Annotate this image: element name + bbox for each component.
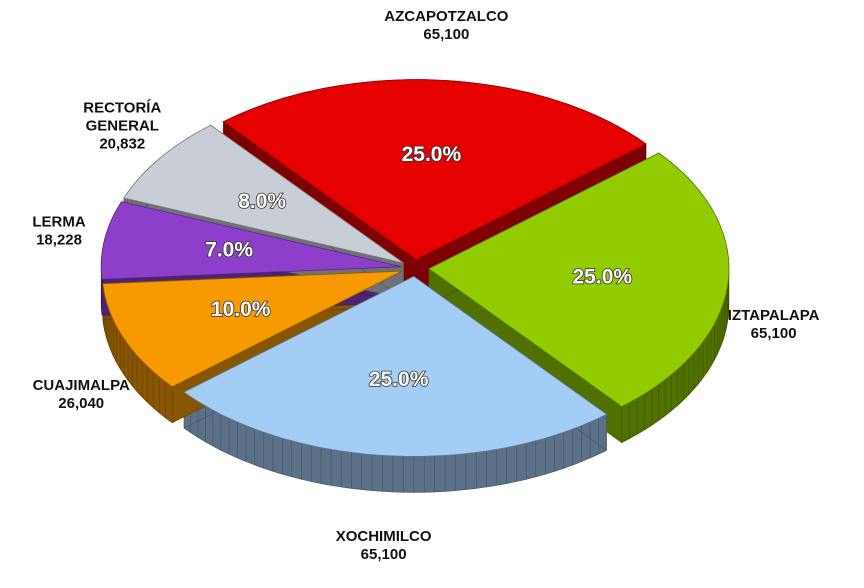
percent-label: 25.0% <box>573 265 633 288</box>
percent-label: 8.0% <box>238 190 286 213</box>
value-label: 26,040 <box>58 395 104 412</box>
slice <box>123 124 404 264</box>
category-label: IZTAPALAPA <box>728 307 820 324</box>
value-label: 18,228 <box>36 232 82 249</box>
category-label: CUAJIMALPA <box>33 377 130 394</box>
value-label: 65,100 <box>751 325 797 342</box>
slice <box>100 201 402 280</box>
percent-label: 25.0% <box>402 143 462 166</box>
value-label: 20,832 <box>99 136 145 153</box>
percent-label: 25.0% <box>369 368 429 391</box>
category-label: AZCAPOTZALCO <box>384 8 508 25</box>
slice <box>102 270 403 388</box>
category-label: XOCHIMILCO <box>336 528 432 545</box>
percent-label: 7.0% <box>205 239 253 262</box>
value-label: 65,100 <box>361 546 407 563</box>
percent-label: 10.0% <box>211 298 271 321</box>
slice <box>183 275 608 457</box>
category-label: LERMA <box>32 214 85 231</box>
category-label: RECTORÍA GENERAL <box>83 100 161 135</box>
slice <box>428 152 730 408</box>
slice <box>222 79 647 261</box>
value-label: 65,100 <box>423 26 469 43</box>
